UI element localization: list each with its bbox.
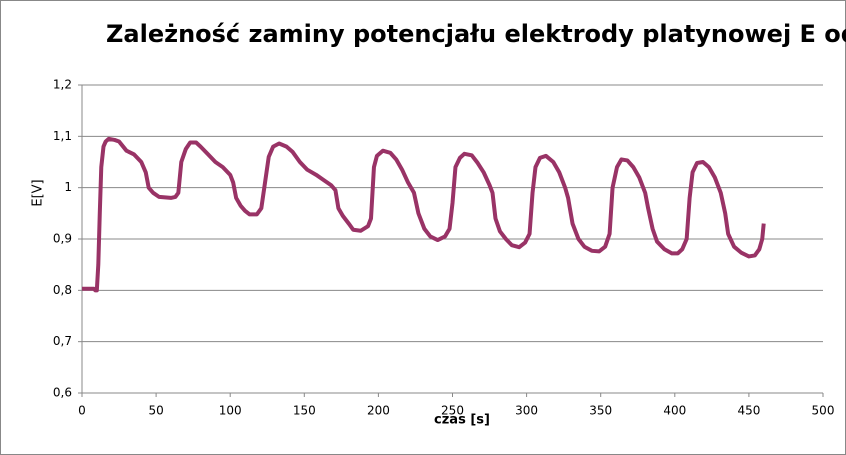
data-line (82, 136, 766, 293)
y-tick-label: 1 (64, 180, 72, 194)
x-tick-label: 400 (663, 404, 686, 418)
chart-title: Zależność zaminy potencjału elektrody pl… (106, 20, 846, 48)
x-tick-label: 300 (515, 404, 538, 418)
x-tick-label: 200 (367, 404, 390, 418)
x-tick-label: 450 (737, 404, 760, 418)
x-tick-label: 500 (812, 404, 835, 418)
x-axis-label: czas [s] (434, 413, 490, 428)
y-tick-label: 0,9 (53, 232, 72, 246)
y-tick-label: 0,6 (53, 386, 72, 400)
y-tick-label: 1,1 (53, 129, 72, 143)
y-tick-label: 1,2 (53, 78, 72, 92)
y-tick-label: 0,8 (53, 283, 72, 297)
y-axis-label: E[V] (31, 179, 46, 206)
x-tick-label: 0 (78, 404, 86, 418)
y-tick-label: 0,7 (53, 334, 72, 348)
x-tick-label: 100 (219, 404, 242, 418)
x-tick-label: 150 (293, 404, 316, 418)
x-tick-label: 250 (441, 404, 464, 418)
x-tick-label: 350 (589, 404, 612, 418)
x-tick-label: 50 (148, 404, 163, 418)
